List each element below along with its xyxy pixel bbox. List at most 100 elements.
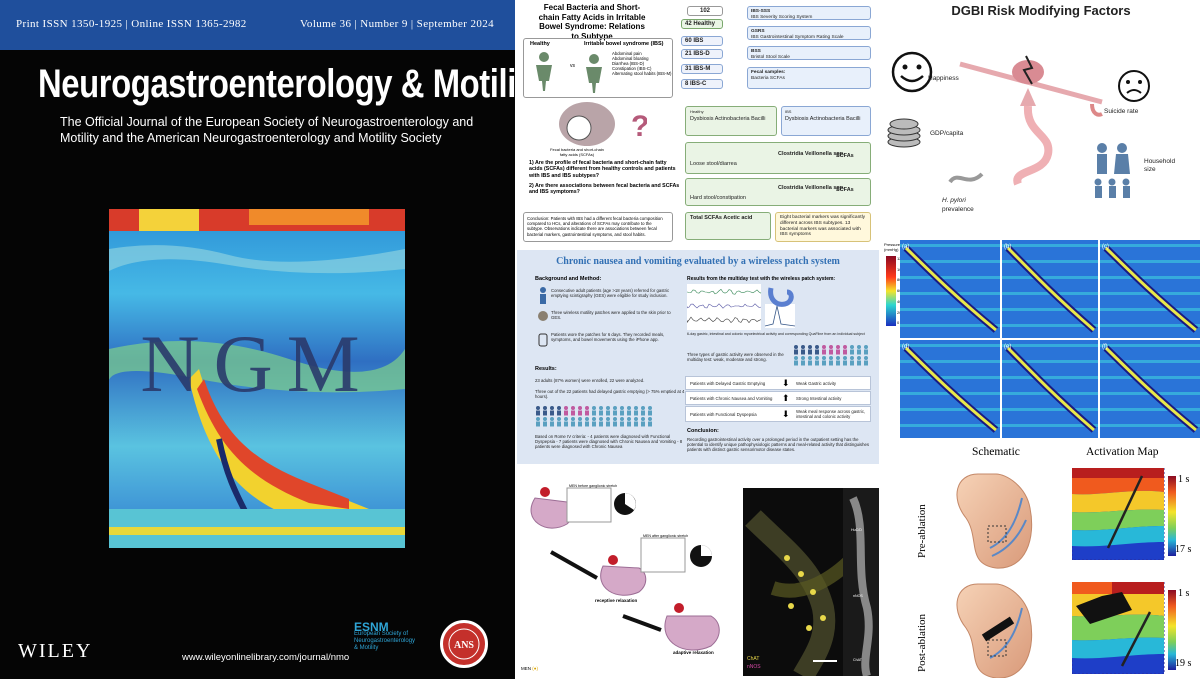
person-icon bbox=[585, 417, 589, 427]
hard-stool-row: Hard stool/constipation Clostridia Veill… bbox=[685, 178, 871, 206]
volume-text: Volume 36 | Number 9 | September 2024 bbox=[300, 18, 494, 30]
row-delayed: Patients with Delayed Gastric Emptying W… bbox=[685, 376, 871, 390]
person-icon bbox=[801, 345, 805, 355]
person-icon bbox=[585, 406, 589, 416]
manometry-band bbox=[900, 408, 1000, 411]
research-question-2: 2) Are there associations between fecal … bbox=[529, 183, 681, 196]
scale-ibs-sss: IBS-SSS IBS Severity Scoring System bbox=[747, 6, 871, 20]
person-icon bbox=[550, 406, 554, 416]
manometry-band bbox=[900, 308, 1000, 311]
manometry-band bbox=[1100, 276, 1200, 279]
person-icon bbox=[571, 417, 575, 427]
enteric-reflex-panel: MEN before ganglionic stretch MEN after … bbox=[517, 480, 881, 679]
person-icon bbox=[564, 406, 568, 416]
person-icon bbox=[592, 417, 596, 427]
person-icon bbox=[606, 406, 610, 416]
post-scale-max: 19 s bbox=[1175, 658, 1191, 669]
esnm-fullname: European Society of Neurogastroenterolog… bbox=[354, 631, 414, 652]
pre-ablation-map bbox=[1072, 468, 1172, 560]
happy-face-icon bbox=[890, 50, 934, 94]
men-legend: MEN (●) bbox=[521, 666, 538, 671]
ibs-graphical-abstract: Fecal Bacteria and Short-chain Fatty Aci… bbox=[517, 0, 879, 245]
nnos-side-label: nNOS bbox=[853, 594, 863, 598]
person-icon bbox=[808, 356, 812, 366]
results-text-2: Three out of the 22 patients had delayed… bbox=[535, 389, 685, 399]
background-text-2: Three wireless motility patches were app… bbox=[551, 310, 671, 320]
person-icon bbox=[571, 406, 575, 416]
count-healthy: 42 Healthy bbox=[681, 19, 723, 29]
person-icon bbox=[641, 417, 645, 427]
person-icon bbox=[620, 417, 624, 427]
person-icon bbox=[550, 417, 554, 427]
hucd-label: HuC/D bbox=[851, 528, 862, 532]
panel-letter: (d) bbox=[902, 344, 909, 350]
manometry-panel: Pressure (mmHg) 120100806040200 (a)(b)(c… bbox=[882, 240, 1200, 438]
journal-url[interactable]: www.wileyonlinelibrary.com/journal/nmo bbox=[182, 652, 349, 663]
person-icon bbox=[829, 356, 833, 366]
person-icon bbox=[543, 417, 547, 427]
person-icon bbox=[543, 406, 547, 416]
chat-side-label: ChAT bbox=[853, 658, 862, 662]
manometry-band bbox=[900, 244, 1000, 247]
panel-letter: (a) bbox=[902, 244, 909, 250]
nausea-graphical-abstract: Chronic nausea and vomiting evaluated by… bbox=[517, 250, 879, 464]
person-icon bbox=[606, 417, 610, 427]
person-icon bbox=[794, 345, 798, 355]
men-after-label: MEN after ganglionic stretch bbox=[643, 534, 688, 538]
loose-stool-row: Loose stool/diarrea Clostridia Veillonel… bbox=[685, 142, 871, 174]
symptom-list: Abdominal pain Abdominal bloating Diarrh… bbox=[612, 51, 671, 76]
post-ablation-map bbox=[1072, 582, 1172, 674]
manometry-band bbox=[900, 344, 1000, 347]
rome-criteria: Based on Rome IV criteria: - 4 patients … bbox=[535, 434, 685, 450]
h-pylori-icon bbox=[946, 166, 986, 190]
activation-map-heading: Activation Map bbox=[1086, 446, 1159, 458]
results-heading: Results: bbox=[535, 366, 557, 372]
person-icon bbox=[536, 417, 540, 427]
person-icon bbox=[836, 345, 840, 355]
nausea-conclusion: Recording gastrointestinal activity over… bbox=[687, 437, 873, 453]
person-icon bbox=[592, 406, 596, 416]
household-icon bbox=[1088, 140, 1148, 200]
ibs-title: Fecal Bacteria and Short-chain Fatty Aci… bbox=[537, 3, 647, 41]
pre-scale-max: 17 s bbox=[1175, 544, 1191, 555]
post-scale-min: 1 s bbox=[1178, 588, 1189, 599]
person-icon bbox=[843, 356, 847, 366]
manometry-band bbox=[1002, 308, 1098, 311]
person-icon bbox=[864, 345, 868, 355]
count-ibs-m: 31 IBS-M bbox=[681, 64, 723, 74]
adaptive-relaxation-label: adaptive relaxation bbox=[673, 650, 714, 655]
patient-pictogram bbox=[535, 405, 655, 427]
person-icon bbox=[808, 345, 812, 355]
person-icon bbox=[857, 356, 861, 366]
research-question-1: 1) Are the profile of fecal bacteria and… bbox=[529, 160, 681, 179]
background-text-3: Patients wore the patches for 6 days. Th… bbox=[551, 332, 671, 342]
nnos-legend: nNOS bbox=[747, 664, 761, 670]
person-icon bbox=[557, 417, 561, 427]
person-icon bbox=[836, 356, 840, 366]
svg-text:ANS: ANS bbox=[454, 640, 474, 651]
person-icon bbox=[613, 417, 617, 427]
manometry-band bbox=[1002, 344, 1098, 347]
cover-top-bar: Print ISSN 1350-1925 | Online ISSN 1365-… bbox=[0, 0, 515, 50]
manometry-band bbox=[1002, 408, 1098, 411]
ibs-label: Irritable bowel syndrome (IBS) bbox=[584, 41, 663, 47]
journal-cover: Print ISSN 1350-1925 | Online ISSN 1365-… bbox=[0, 0, 515, 679]
person-icon bbox=[613, 406, 617, 416]
person-icon bbox=[822, 345, 826, 355]
person-icon bbox=[599, 417, 603, 427]
panel-letter: (b) bbox=[1004, 244, 1011, 250]
markers-box: Eight bacterial markers was significantl… bbox=[775, 212, 871, 242]
dysbiosis-ibs: IBS Dysbiosis Actinobacteria Bacilli bbox=[781, 106, 871, 136]
results-text-1: 23 adults (87% women) were enrolled, 22 … bbox=[535, 378, 685, 383]
esnm-name: ESNM bbox=[354, 624, 414, 631]
scale-gsrs: GSRS IBS Gastrointestinal Symptom Rating … bbox=[747, 26, 871, 40]
patient-icons bbox=[537, 286, 549, 350]
nausea-title: Chronic nausea and vomiting evaluated by… bbox=[517, 256, 879, 267]
arrow-up-icon: ⬆ bbox=[782, 393, 790, 404]
vs-label: vs bbox=[570, 63, 575, 69]
household-size-label: size bbox=[1144, 166, 1156, 173]
panel-letter: (c) bbox=[1102, 244, 1109, 250]
ams-seal-icon: ANS bbox=[440, 620, 488, 668]
schematic-heading: Schematic bbox=[972, 446, 1020, 458]
journal-subtitle: The Official Journal of the European Soc… bbox=[60, 114, 500, 146]
